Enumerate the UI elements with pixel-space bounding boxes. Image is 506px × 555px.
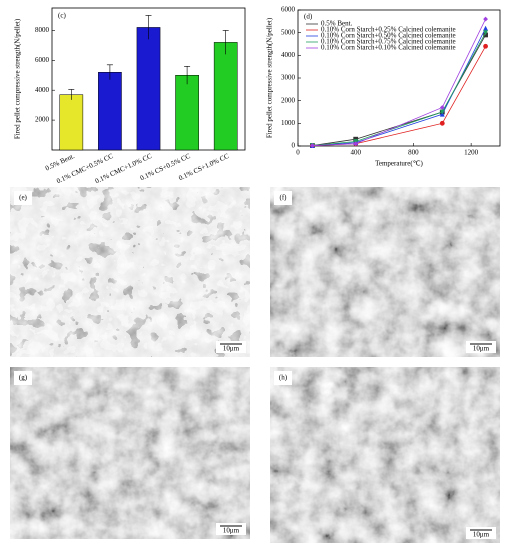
y-tick-label: 4000 xyxy=(35,86,50,94)
panel-label: (h) xyxy=(279,374,288,382)
marker xyxy=(439,105,445,110)
legend-label: 0.10% Corn Starch+0.10% Calcined coleman… xyxy=(321,44,456,52)
panel-label: (c) xyxy=(58,12,66,20)
x-tick-label: 0 xyxy=(296,149,300,157)
micrograph xyxy=(270,187,500,357)
error-bar xyxy=(222,30,229,55)
label-box xyxy=(274,371,292,385)
scale-label: 10μm xyxy=(473,345,490,353)
panel-label: (f) xyxy=(280,194,288,202)
error-bar xyxy=(68,89,75,100)
y-tick-label: 0 xyxy=(292,142,296,150)
y-tick-label: 6000 xyxy=(281,6,296,14)
micrograph xyxy=(270,367,500,543)
line xyxy=(312,32,486,146)
bar xyxy=(59,94,84,151)
y-tick-label: 2000 xyxy=(281,96,296,104)
marker xyxy=(439,120,445,126)
x-tick-label: 0.5% Bent. xyxy=(44,152,76,173)
line xyxy=(312,27,486,146)
y-tick-label: 6000 xyxy=(35,56,50,64)
bar xyxy=(98,72,122,151)
legend-label: 0.5% Bent. xyxy=(321,20,353,28)
error-bar xyxy=(184,65,191,85)
scale-label: 10μm xyxy=(473,531,490,539)
marker xyxy=(353,141,359,147)
micrograph xyxy=(10,367,250,539)
y-tick-label: 3000 xyxy=(281,74,296,82)
label-box xyxy=(14,371,32,385)
marker xyxy=(310,143,315,148)
scale-label: 10μm xyxy=(223,527,240,535)
label-box xyxy=(274,191,292,205)
y-tick-label: 8000 xyxy=(35,26,50,34)
marker xyxy=(483,16,488,22)
scale-label: 10μm xyxy=(223,345,240,353)
x-tick-label: 400 xyxy=(350,149,361,157)
y-tick-label: 1000 xyxy=(281,119,296,127)
marker xyxy=(483,43,488,49)
y-tick-label: 4000 xyxy=(281,51,296,59)
label-box xyxy=(14,191,32,205)
legend-label: 0.10% Corn Starch+0.50% Calcined coleman… xyxy=(321,32,456,40)
legend-label: 0.10% Corn Starch+0.75% Calcined coleman… xyxy=(321,38,456,46)
y-tick-label: 5000 xyxy=(281,28,296,36)
error-bar xyxy=(145,15,152,40)
x-tick-label: 800 xyxy=(408,149,419,157)
bar xyxy=(136,27,161,151)
y-axis-label: Fired pellet compressive strength(N/pell… xyxy=(266,17,274,138)
panel-label: (g) xyxy=(19,374,28,382)
line xyxy=(312,46,486,146)
bar xyxy=(175,75,199,151)
bar xyxy=(213,42,238,151)
panel-label: (e) xyxy=(19,194,27,202)
micrograph xyxy=(10,187,250,357)
x-tick-label: 1200 xyxy=(464,149,479,157)
error-bar xyxy=(106,64,113,80)
marker xyxy=(483,25,488,31)
marker xyxy=(439,109,445,115)
line xyxy=(312,18,486,146)
y-axis-label: Fired pellet compressive strength(N/pell… xyxy=(14,18,22,139)
panel-label: (d) xyxy=(304,13,313,21)
x-axis-label: Temperature(℃) xyxy=(375,160,423,168)
marker xyxy=(483,30,488,36)
y-tick-label: 2000 xyxy=(35,116,50,124)
legend-label: 0.10% Corn Starch+0.25% Calcined coleman… xyxy=(321,26,456,34)
